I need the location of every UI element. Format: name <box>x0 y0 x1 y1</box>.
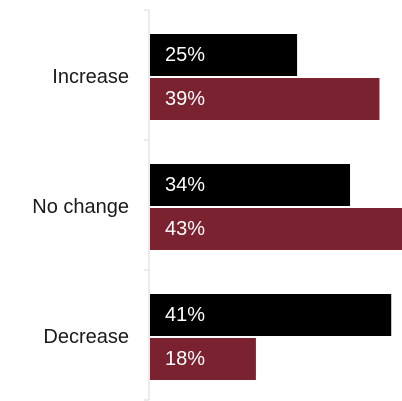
bars <box>150 34 402 380</box>
data-label: 39% <box>165 88 205 110</box>
category-label: Decrease <box>43 326 129 348</box>
bar <box>150 338 256 380</box>
bar <box>150 34 298 76</box>
category-axis <box>144 9 150 401</box>
bar <box>150 208 402 250</box>
data-label: 41% <box>165 304 205 326</box>
bar <box>150 294 392 336</box>
data-label: 18% <box>165 348 205 370</box>
labels: Increase 25% 39% No change 34% 43% Decrease 41%… <box>32 44 205 370</box>
data-label: 43% <box>165 218 205 240</box>
category-label: Increase <box>52 66 129 88</box>
bar <box>150 164 351 206</box>
category-label: No change <box>32 196 129 218</box>
data-label: 34% <box>165 174 205 196</box>
data-label: 25% <box>165 44 205 66</box>
bar <box>150 78 380 120</box>
